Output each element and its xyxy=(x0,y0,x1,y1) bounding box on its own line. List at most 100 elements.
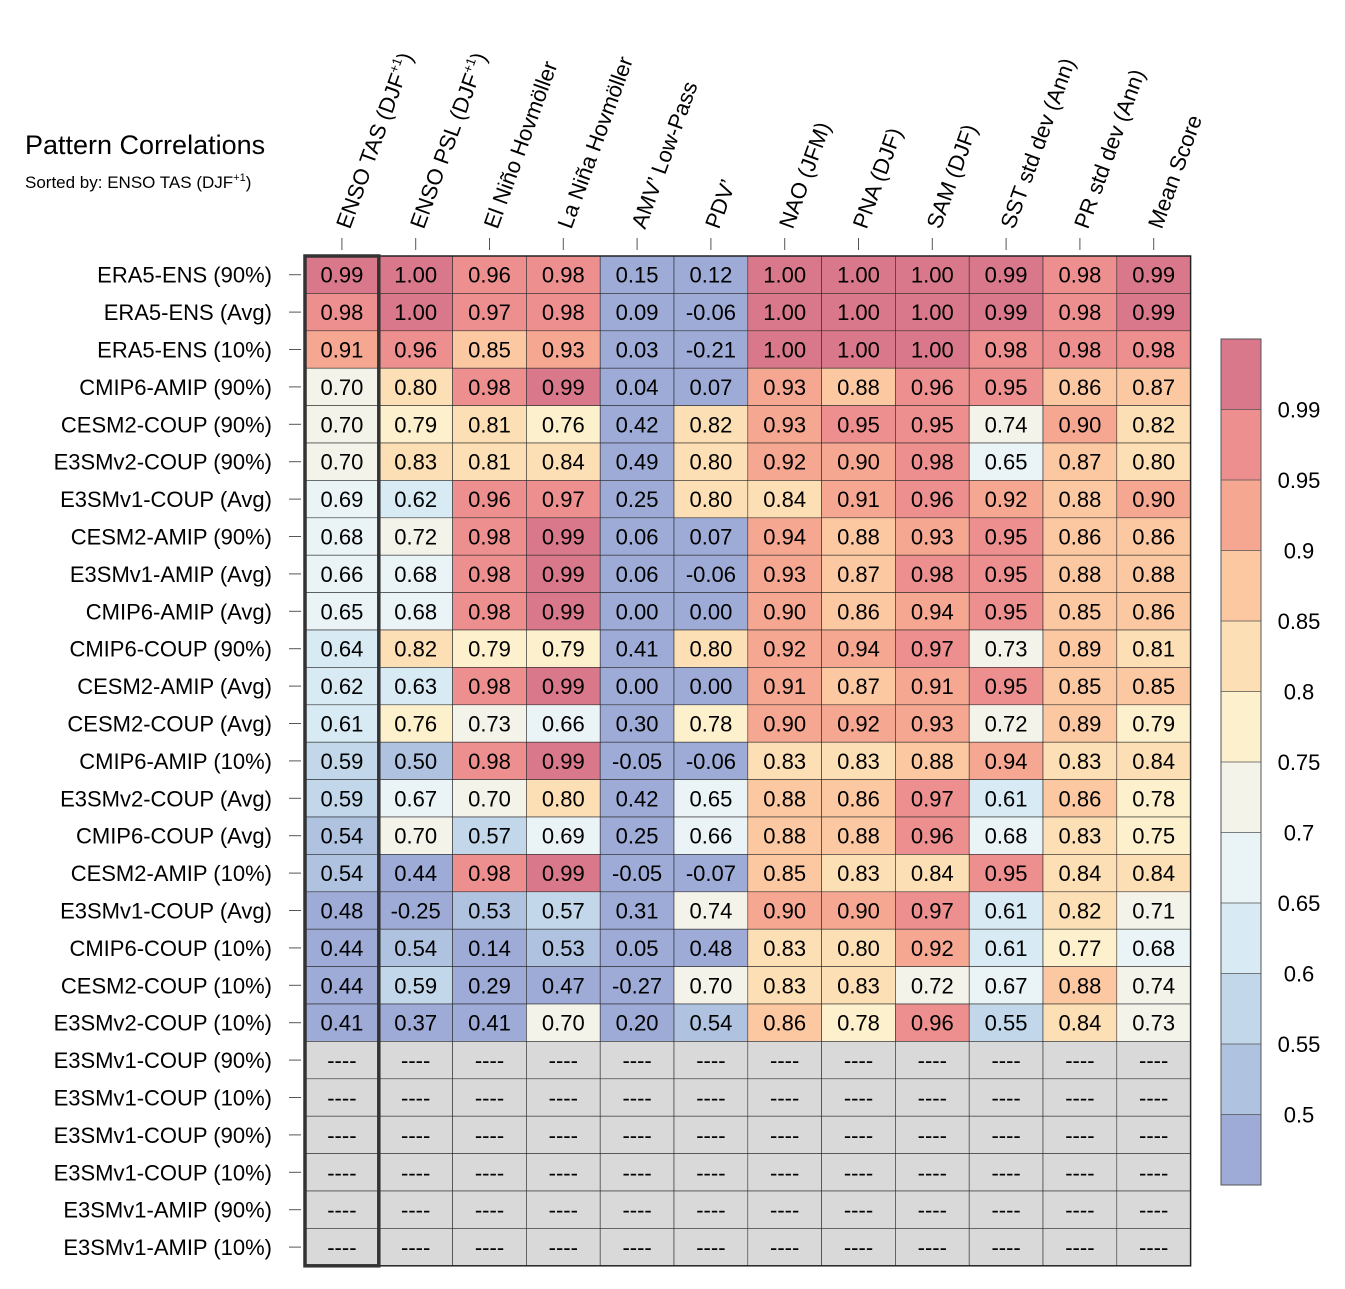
cell-value-label: 0.78 xyxy=(837,1011,880,1036)
cell-value-label: 0.65 xyxy=(689,786,732,811)
cell-value-label: ---- xyxy=(991,1123,1020,1148)
colorbar-tick-label: 0.8 xyxy=(1284,680,1315,705)
cell-value-label: -0.06 xyxy=(686,300,736,325)
heatmap-cell xyxy=(1116,405,1191,444)
cell-value-label: ---- xyxy=(770,1048,799,1073)
cell-value-label: 0.96 xyxy=(911,487,954,512)
colorbar-tick-label: 0.7 xyxy=(1284,821,1315,846)
cell-value-label: 0.99 xyxy=(985,263,1028,288)
cell-value-label: 0.86 xyxy=(1058,786,1101,811)
cell-value-label: ---- xyxy=(622,1160,651,1185)
cell-value-label: 0.54 xyxy=(689,1011,732,1036)
heatmap-cell xyxy=(673,1228,749,1267)
cell-value-label: 0.99 xyxy=(542,375,585,400)
cell-value-label: 0.44 xyxy=(394,861,437,886)
heatmap-cell xyxy=(378,704,453,743)
column-label: PNA (DJF) xyxy=(848,124,907,231)
cell-value-label: 0.71 xyxy=(1132,899,1175,924)
cell-value-label: 0.70 xyxy=(468,786,511,811)
cell-value-label: 0.72 xyxy=(911,973,954,998)
heatmap-cell xyxy=(452,1115,527,1154)
heatmap-cell xyxy=(599,667,675,706)
cell-value-label: 0.92 xyxy=(985,487,1028,512)
cell-value-label: 1.00 xyxy=(837,300,880,325)
cell-value-label: 0.96 xyxy=(468,263,511,288)
heatmap-cell xyxy=(1116,442,1191,481)
cell-value-label: 0.97 xyxy=(542,487,585,512)
cell-value-label: 0.65 xyxy=(320,599,363,624)
cell-value-label: 0.62 xyxy=(394,487,437,512)
colorbar-segment xyxy=(1221,550,1261,621)
heatmap-cell xyxy=(526,517,601,556)
heatmap-cell xyxy=(747,704,822,743)
heatmap-cell xyxy=(968,442,1044,481)
heatmap-cell xyxy=(821,1041,896,1080)
cell-value-label: 1.00 xyxy=(837,263,880,288)
cell-value-label: 0.86 xyxy=(1058,525,1101,550)
cell-value-label: 0.99 xyxy=(985,300,1028,325)
heatmap-cell xyxy=(599,1041,675,1080)
heatmap-cell xyxy=(526,255,601,294)
heatmap-cell xyxy=(821,1003,896,1042)
cell-value-label: 0.67 xyxy=(985,973,1028,998)
heatmap-cell xyxy=(1116,1190,1191,1229)
cell-value-label: 0.97 xyxy=(911,637,954,662)
colorbar-segment xyxy=(1221,1114,1261,1185)
cell-value-label: 0.73 xyxy=(468,712,511,737)
heatmap-cell xyxy=(452,816,527,855)
cell-value-label: 0.37 xyxy=(394,1011,437,1036)
cell-value-label: 0.86 xyxy=(837,786,880,811)
row-label: CESM2-AMIP (90%) xyxy=(71,525,272,550)
cell-value-label: 0.54 xyxy=(320,824,363,849)
chart-subtitle-sup: +1 xyxy=(233,172,246,184)
heatmap-cell xyxy=(895,592,970,631)
cell-value-label: ---- xyxy=(844,1198,873,1223)
cell-value-label: 0.90 xyxy=(1132,487,1175,512)
colorbar-segment xyxy=(1221,480,1261,551)
cell-value-label: 0.30 xyxy=(616,712,659,737)
heatmap-cell xyxy=(821,704,896,743)
cell-value-label: 0.84 xyxy=(911,861,954,886)
cell-value-label: 0.20 xyxy=(616,1011,659,1036)
cell-value-label: ---- xyxy=(622,1235,651,1260)
cell-value-label: 0.25 xyxy=(616,487,659,512)
cell-value-label: 0.80 xyxy=(394,375,437,400)
heatmap-cell xyxy=(378,779,453,818)
heatmap-cell xyxy=(378,1228,453,1267)
cell-value-label: 0.00 xyxy=(689,599,732,624)
heatmap-cell xyxy=(895,629,970,668)
cell-value-label: ---- xyxy=(1139,1235,1168,1260)
cell-value-label: 0.95 xyxy=(985,525,1028,550)
heatmap-cell xyxy=(1042,1041,1118,1080)
cell-value-label: ---- xyxy=(475,1048,504,1073)
cell-value-label: ---- xyxy=(696,1048,725,1073)
cell-value-label: 0.84 xyxy=(1132,749,1175,774)
heatmap-cell xyxy=(821,1228,896,1267)
heatmap-cell xyxy=(304,891,380,930)
heatmap-cell xyxy=(673,442,749,481)
cell-value-label: -0.05 xyxy=(612,861,662,886)
heatmap-cell xyxy=(304,517,380,556)
cell-value-label: 0.91 xyxy=(911,674,954,699)
heatmap-cell xyxy=(747,554,822,593)
heatmap-cell xyxy=(378,966,453,1005)
cell-value-label: 0.53 xyxy=(468,899,511,924)
cell-value-label: 0.88 xyxy=(1058,562,1101,587)
cell-value-label: 0.85 xyxy=(1058,674,1101,699)
cell-value-label: 0.96 xyxy=(468,487,511,512)
cell-value-label: ---- xyxy=(991,1235,1020,1260)
cell-value-label: 0.80 xyxy=(689,487,732,512)
heatmap-cell xyxy=(821,480,896,519)
heatmap-cell xyxy=(452,704,527,743)
row-label: E3SMv1-COUP (10%) xyxy=(54,1086,272,1111)
cell-value-label: 0.80 xyxy=(1132,450,1175,475)
cell-value-label: 0.64 xyxy=(320,637,363,662)
heatmap-cell xyxy=(378,1078,453,1117)
cell-value-label: 0.88 xyxy=(837,375,880,400)
cell-value-label: 0.49 xyxy=(616,450,659,475)
heatmap-cell xyxy=(968,517,1044,556)
cell-value-label: 0.96 xyxy=(911,824,954,849)
cell-value-label: ---- xyxy=(475,1160,504,1185)
cell-value-label: ---- xyxy=(844,1048,873,1073)
row-label: CMIP6-AMIP (10%) xyxy=(79,749,272,774)
